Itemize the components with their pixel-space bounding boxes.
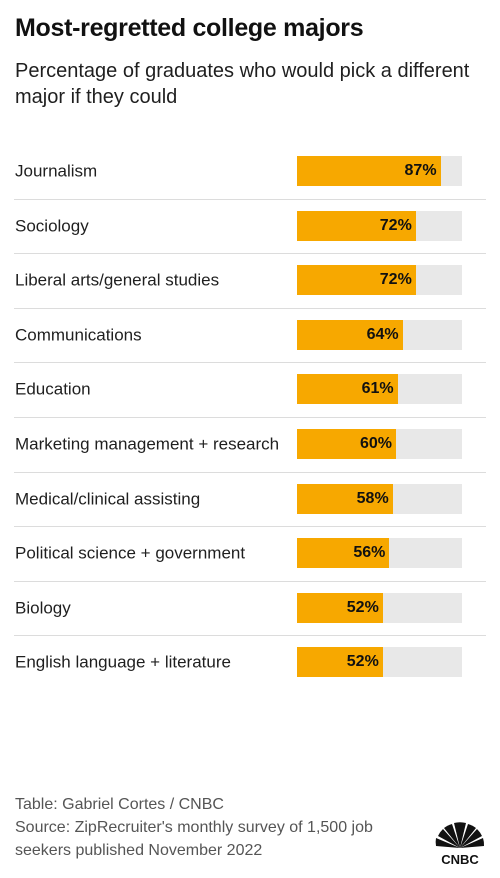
value-label: 72% (379, 216, 412, 234)
category-label: Journalism (15, 161, 98, 181)
value-label: 52% (346, 598, 379, 616)
bar-track: 64% (297, 319, 462, 350)
bar-row: Education 61% (0, 362, 500, 416)
row-divider (14, 307, 486, 309)
source-text-line-2: seekers published November 2022 (15, 842, 263, 859)
credit-text: Table: Gabriel Cortes / CNBC (15, 796, 224, 813)
value-label: 52% (346, 653, 379, 671)
logo-text: CNBC (441, 852, 479, 867)
bar-row: Communications 64% (0, 308, 500, 362)
category-label: Marketing management + research (15, 434, 280, 454)
bar: 72% (297, 265, 416, 296)
value-label: 72% (379, 271, 412, 289)
bar-row: Marketing management + research 60% (0, 417, 500, 471)
bar-row: Liberal arts/general studies 72% (0, 253, 500, 307)
bar: 52% (297, 647, 383, 678)
category-label: Education (15, 379, 91, 399)
bar: 61% (297, 374, 398, 405)
row-divider (14, 253, 486, 255)
row-divider (14, 417, 486, 418)
bar: 52% (297, 592, 383, 623)
bar-row: Biology 52% (0, 581, 500, 635)
chart-title: Most-regretted college majors (15, 14, 364, 42)
bar-track: 72% (297, 210, 462, 241)
bar-row: Sociology 72% (0, 199, 500, 253)
bar: 56% (297, 538, 390, 569)
bar-track: 61% (297, 374, 462, 405)
category-label: Biology (15, 598, 71, 618)
row-divider (14, 526, 486, 528)
bar: 87% (297, 156, 441, 186)
bar: 58% (297, 483, 393, 514)
value-label: 61% (361, 380, 394, 398)
bar-track: 87% (297, 156, 462, 186)
bar-track: 58% (297, 483, 462, 514)
bar: 72% (297, 210, 416, 241)
row-divider (14, 580, 486, 582)
bar-chart: Journalism 87% Sociology 72% Liberal arts/ge… (0, 144, 500, 768)
footer: Table: Gabriel Cortes / CNBC Source: Zip… (15, 793, 373, 862)
bar-row: Medical/clinical assisting 58% (0, 472, 500, 526)
category-label: Political science + government (15, 543, 246, 563)
bar-track: 72% (297, 265, 462, 296)
row-divider (14, 471, 486, 473)
source-text-line-1: Source: ZipRecruiter's monthly survey of… (15, 819, 373, 836)
row-divider (14, 198, 486, 200)
value-label: 56% (353, 544, 386, 562)
value-label: 58% (356, 489, 389, 507)
bar-row: Political science + government 56% (0, 526, 500, 580)
category-label: English language + literature (15, 652, 231, 672)
bar-track: 56% (297, 538, 462, 569)
category-label: Communications (15, 325, 142, 345)
category-label: Medical/clinical assisting (15, 489, 201, 509)
bar-track: 60% (297, 429, 462, 459)
bar: 60% (297, 429, 396, 459)
value-label: 60% (359, 435, 392, 452)
category-label: Liberal arts/general studies (15, 270, 220, 290)
row-divider (14, 635, 486, 637)
cnbc-logo: CNBC (432, 818, 488, 868)
bar-track: 52% (297, 647, 462, 678)
chart-subtitle: Percentage of graduates who would pick a… (15, 60, 470, 108)
row-divider (14, 362, 486, 364)
bar-row: Journalism 87% (0, 144, 500, 198)
value-label: 64% (366, 325, 399, 343)
value-label: 87% (404, 162, 437, 179)
bar: 64% (297, 319, 403, 350)
bar-row: English language + literature 52% (0, 635, 500, 689)
peacock-logo-icon: CNBC (435, 822, 485, 867)
category-label: Sociology (15, 216, 89, 236)
bar-track: 52% (297, 592, 462, 623)
